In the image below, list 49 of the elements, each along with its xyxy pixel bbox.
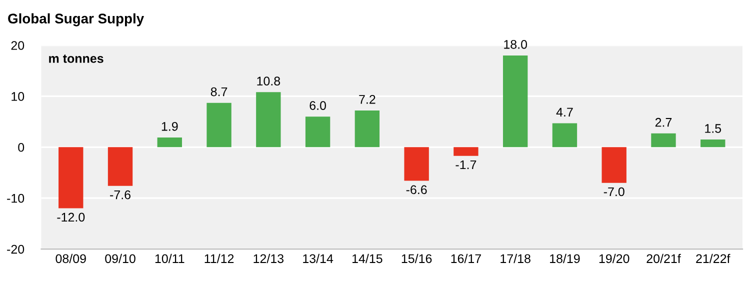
x-tick-label: 09/10 bbox=[105, 254, 136, 264]
data-label: -7.0 bbox=[604, 187, 624, 196]
chart-title: Global Sugar Supply bbox=[8, 13, 144, 26]
y-tick-label: -10 bbox=[7, 194, 24, 203]
x-tick-label: 19/20 bbox=[599, 254, 630, 264]
y-axis-title: m tonnes bbox=[49, 54, 104, 63]
data-label: 18.0 bbox=[504, 40, 528, 49]
x-tick-label: 08/09 bbox=[56, 254, 86, 264]
x-tick-label: 18/19 bbox=[550, 254, 580, 264]
y-tick-label: -20 bbox=[7, 244, 24, 254]
y-tick-label: 20 bbox=[11, 41, 24, 50]
data-label: -6.6 bbox=[406, 185, 427, 194]
x-tick-label: 10/11 bbox=[155, 254, 184, 264]
bar bbox=[700, 140, 726, 148]
data-label: -12.0 bbox=[57, 212, 85, 222]
data-label: 7.2 bbox=[359, 94, 376, 104]
bar bbox=[108, 147, 133, 186]
bar bbox=[404, 147, 429, 181]
data-label: 10.8 bbox=[257, 76, 280, 86]
data-label: 8.7 bbox=[210, 87, 228, 96]
y-tick-label: 0 bbox=[18, 142, 24, 152]
x-tick-label: 20/21f bbox=[646, 254, 681, 264]
bar bbox=[157, 137, 182, 148]
x-tick-label: 12/13 bbox=[254, 254, 284, 264]
x-tick-label: 16/17 bbox=[451, 254, 481, 264]
bar bbox=[502, 55, 528, 148]
data-label: 1.9 bbox=[162, 122, 178, 131]
bar bbox=[354, 110, 380, 148]
data-label: 1.5 bbox=[705, 124, 722, 133]
bar bbox=[552, 123, 578, 148]
bar bbox=[454, 147, 478, 156]
x-tick-label: 15/16 bbox=[402, 254, 432, 264]
data-label: 2.7 bbox=[655, 118, 672, 127]
bar bbox=[651, 133, 676, 148]
data-label: -1.7 bbox=[456, 160, 476, 170]
bar bbox=[206, 102, 232, 148]
bar bbox=[305, 116, 330, 148]
x-tick-label: 11/12 bbox=[204, 254, 234, 264]
data-label: 4.7 bbox=[556, 108, 573, 116]
bar bbox=[256, 92, 281, 148]
x-tick-label: 14/15 bbox=[352, 254, 382, 264]
bar bbox=[58, 147, 84, 208]
data-label: 6.0 bbox=[310, 101, 326, 110]
x-tick-label: 13/14 bbox=[303, 254, 334, 264]
bar bbox=[602, 147, 626, 183]
x-tick-label: 17/18 bbox=[500, 254, 530, 264]
data-label: -7.6 bbox=[110, 190, 130, 200]
y-tick-label: 10 bbox=[12, 92, 24, 101]
x-tick-label: 21/22f bbox=[696, 254, 730, 264]
